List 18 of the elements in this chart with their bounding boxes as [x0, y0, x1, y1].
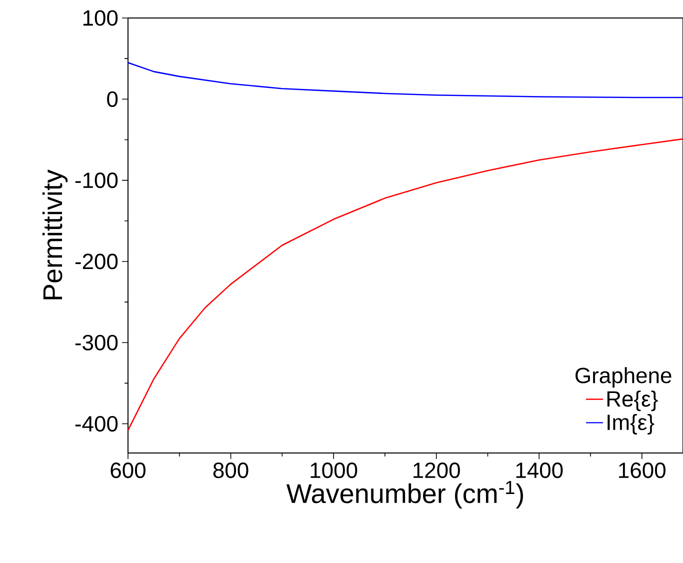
y-tick-label: -100 [75, 172, 118, 188]
x-tick-label: 1400 [516, 462, 563, 478]
legend-label: Re{ε} [607, 390, 658, 412]
x-tick-label: 600 [110, 462, 146, 478]
legend-label: Im{ε} [608, 414, 654, 434]
line-series [128, 62, 683, 98]
x-tick-label: 1600 [619, 462, 666, 478]
legend-title: Graphene [576, 367, 672, 388]
x-tick-label: 800 [213, 462, 248, 478]
y-tick-label: -200 [75, 254, 118, 270]
x-axis-title: Wavenumber (cm$^{-1}$) [286, 480, 523, 509]
x-tick-label: 1000 [310, 462, 358, 478]
y-tick-label: 100 [83, 10, 118, 26]
y-tick-label: -300 [75, 334, 118, 350]
y-tick-label: -400 [75, 416, 118, 432]
x-tick-label: 1200 [414, 462, 460, 478]
y-axis-title: Permittivity [42, 170, 68, 300]
y-tick-label: 0 [107, 91, 118, 107]
